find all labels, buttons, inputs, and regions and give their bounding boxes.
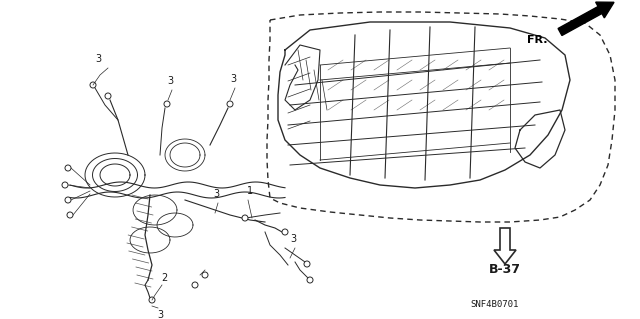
Circle shape bbox=[164, 101, 170, 107]
Circle shape bbox=[62, 182, 68, 188]
Text: 3: 3 bbox=[167, 76, 173, 86]
Text: 3: 3 bbox=[95, 54, 101, 64]
Text: B-37: B-37 bbox=[489, 263, 521, 276]
Circle shape bbox=[307, 277, 313, 283]
Circle shape bbox=[227, 101, 233, 107]
Circle shape bbox=[105, 93, 111, 99]
Circle shape bbox=[67, 212, 73, 218]
Text: 1: 1 bbox=[247, 186, 253, 196]
Circle shape bbox=[192, 282, 198, 288]
Circle shape bbox=[65, 165, 71, 171]
Circle shape bbox=[282, 229, 288, 235]
Text: FR.: FR. bbox=[527, 35, 548, 45]
Text: 2: 2 bbox=[161, 273, 167, 283]
Text: SNF4B0701: SNF4B0701 bbox=[471, 300, 519, 309]
FancyArrow shape bbox=[558, 2, 614, 35]
Circle shape bbox=[304, 261, 310, 267]
Circle shape bbox=[149, 297, 155, 303]
Circle shape bbox=[242, 215, 248, 221]
Text: 3: 3 bbox=[213, 189, 219, 199]
FancyArrow shape bbox=[494, 228, 516, 264]
Text: 3: 3 bbox=[230, 74, 236, 84]
Circle shape bbox=[202, 272, 208, 278]
Circle shape bbox=[90, 82, 96, 88]
Text: 3: 3 bbox=[290, 234, 296, 244]
Text: 3: 3 bbox=[157, 310, 163, 319]
Circle shape bbox=[65, 197, 71, 203]
